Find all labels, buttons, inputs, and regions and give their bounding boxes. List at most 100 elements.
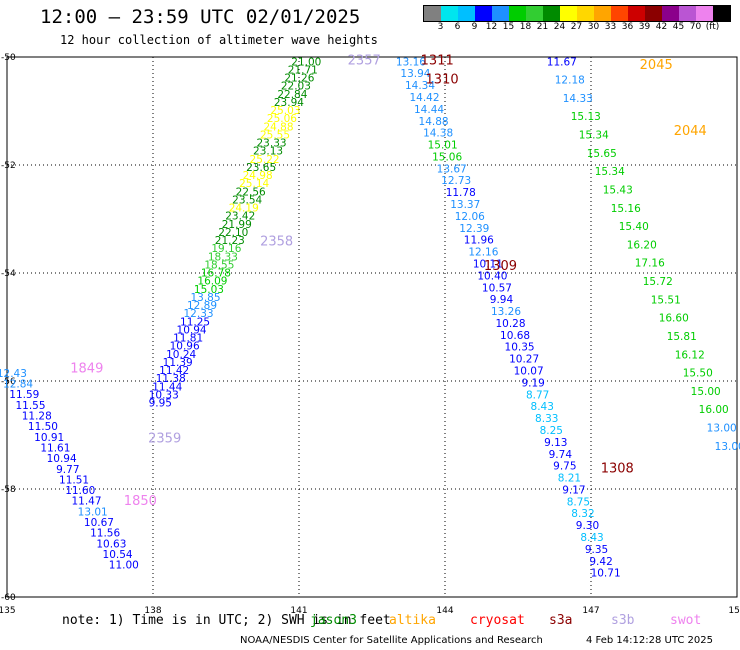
swh-value-label: 10.57 <box>482 282 512 294</box>
color-legend-swatch <box>475 6 492 21</box>
color-legend: 3 6 9 12 15 18 21 24 27 30 33 36 39 42 45 70 (ft) <box>423 5 731 32</box>
swh-value-label: 11.42 <box>159 365 189 377</box>
swh-value-label: 8.32 <box>571 508 594 520</box>
color-legend-label: 33 <box>604 22 617 32</box>
swh-value-label: 25.03 <box>270 105 300 117</box>
swh-value-label: 8.43 <box>580 532 603 544</box>
color-legend-label: 18 <box>519 22 532 32</box>
color-legend-swatch <box>679 6 696 21</box>
swh-value-label: 13.67 <box>437 163 467 175</box>
pass-number-label: 1308 <box>601 461 634 476</box>
swh-value-label: 15.34 <box>595 166 625 178</box>
satellite-legend-cryosat: cryosat <box>470 613 525 628</box>
swh-value-label: 11.50 <box>28 421 58 433</box>
swh-value-label: 10.27 <box>509 354 539 366</box>
swh-value-label: 9.74 <box>549 449 573 461</box>
swh-value-label: 23.13 <box>253 146 283 158</box>
satellite-legend-s3b: s3b <box>611 613 635 628</box>
swh-value-label: 10.35 <box>505 342 535 354</box>
swh-value-label: 10.11 <box>473 258 503 270</box>
swh-value-label: 10.91 <box>34 432 64 444</box>
swh-value-label: 12.43 <box>0 368 27 380</box>
color-legend-swatch <box>560 6 577 21</box>
swh-value-label: 18.55 <box>204 259 234 271</box>
pass-number-label: 1310 <box>426 73 459 88</box>
swh-value-label: 12.16 <box>468 247 498 259</box>
swh-value-label: 8.21 <box>558 473 581 485</box>
swh-value-label: 14.33 <box>563 93 593 105</box>
swh-value-label: 10.40 <box>477 270 507 282</box>
swh-value-label: 23.54 <box>232 194 262 206</box>
color-legend-label: 6 <box>454 22 461 32</box>
swh-value-label: 10.54 <box>103 549 133 561</box>
swh-value-label: 14.42 <box>409 92 439 104</box>
swh-value-label: 11.78 <box>446 187 476 199</box>
swh-value-label: 16.60 <box>659 313 689 325</box>
swh-value-label: 15.81 <box>667 331 697 343</box>
swh-value-label: 25.06 <box>267 113 297 125</box>
color-legend-swatch <box>526 6 543 21</box>
swh-value-label: 15.51 <box>651 294 681 306</box>
swh-value-label: 24.98 <box>243 170 273 182</box>
swh-value-label: 15.03 <box>194 284 224 296</box>
swh-value-label: 11.67 <box>547 56 577 68</box>
pass-number-label: 1311 <box>421 54 454 69</box>
swh-value-label: 16.00 <box>699 404 729 416</box>
color-legend-swatch <box>696 6 713 21</box>
swh-value-label: 9.75 <box>553 461 576 473</box>
swh-value-label: 22.56 <box>236 186 266 198</box>
color-legend-swatch <box>492 6 509 21</box>
color-legend-label: 30 <box>587 22 600 32</box>
swh-value-label: 15.13 <box>571 111 601 123</box>
y-tick-label: -52 <box>1 161 16 171</box>
swh-value-label: 16.20 <box>627 239 657 251</box>
swh-value-label: 11.00 <box>109 560 139 572</box>
swh-value-label: 19.16 <box>211 243 241 255</box>
color-legend-label: 24 <box>553 22 566 32</box>
color-legend-labels: 3 6 9 12 15 18 21 24 27 30 33 36 39 42 45 70 (ft) <box>423 22 731 32</box>
color-legend-swatch <box>458 6 475 21</box>
swh-value-label: 11.25 <box>180 316 210 328</box>
swh-value-label: 21.26 <box>284 73 314 85</box>
swh-value-label: 11.59 <box>9 389 39 401</box>
swh-value-label: 9.17 <box>562 484 585 496</box>
swh-value-label: 25.14 <box>239 178 269 190</box>
swh-value-label: 16.12 <box>675 349 705 361</box>
swh-value-label: 23.94 <box>274 97 304 109</box>
color-legend-swatch <box>594 6 611 21</box>
swh-value-label: 9.94 <box>490 294 514 306</box>
swh-value-label: 12.73 <box>441 175 471 187</box>
swh-value-label: 10.96 <box>170 341 200 353</box>
swh-value-label: 8.25 <box>540 425 563 437</box>
swh-value-label: 14.88 <box>419 116 449 128</box>
color-legend-swatch <box>713 6 730 21</box>
swh-value-label: 23.65 <box>246 162 276 174</box>
swh-value-label: 13.85 <box>190 292 220 304</box>
page-title: 12:00 — 23:59 UTC 02/01/2025 <box>40 6 361 28</box>
color-legend-label: 15 <box>502 22 515 32</box>
swh-value-label: 8.43 <box>531 401 554 413</box>
swh-value-label: 24.88 <box>263 121 293 133</box>
swh-value-label: 23.42 <box>225 211 255 223</box>
footer-credit: NOAA/NESDIS Center for Satellite Applica… <box>240 635 543 646</box>
swh-value-label: 12.39 <box>459 223 489 235</box>
swh-value-label: 8.75 <box>567 496 590 508</box>
pass-number-label: 1849 <box>70 362 103 377</box>
swh-value-label: 12.89 <box>187 300 217 312</box>
swh-value-label: 11.39 <box>163 357 193 369</box>
x-tick-label: 144 <box>436 606 453 616</box>
swh-value-label: 11.56 <box>90 528 120 540</box>
color-legend-label: 36 <box>621 22 634 32</box>
swh-value-label: 15.34 <box>579 130 609 142</box>
swh-value-label: 21.99 <box>222 219 252 231</box>
pass-number-label: 1309 <box>484 259 517 274</box>
plot-frame <box>6 56 738 598</box>
swh-value-label: 14.34 <box>405 80 435 92</box>
swh-value-label: 21.00 <box>291 56 321 68</box>
swh-value-label: 16.09 <box>197 276 227 288</box>
swh-value-label: 11.51 <box>59 474 89 486</box>
swh-value-label: 15.16 <box>611 203 641 215</box>
swh-value-label: 24.19 <box>229 203 259 215</box>
y-tick-label: -54 <box>1 269 16 279</box>
x-tick-label: 138 <box>144 606 161 616</box>
